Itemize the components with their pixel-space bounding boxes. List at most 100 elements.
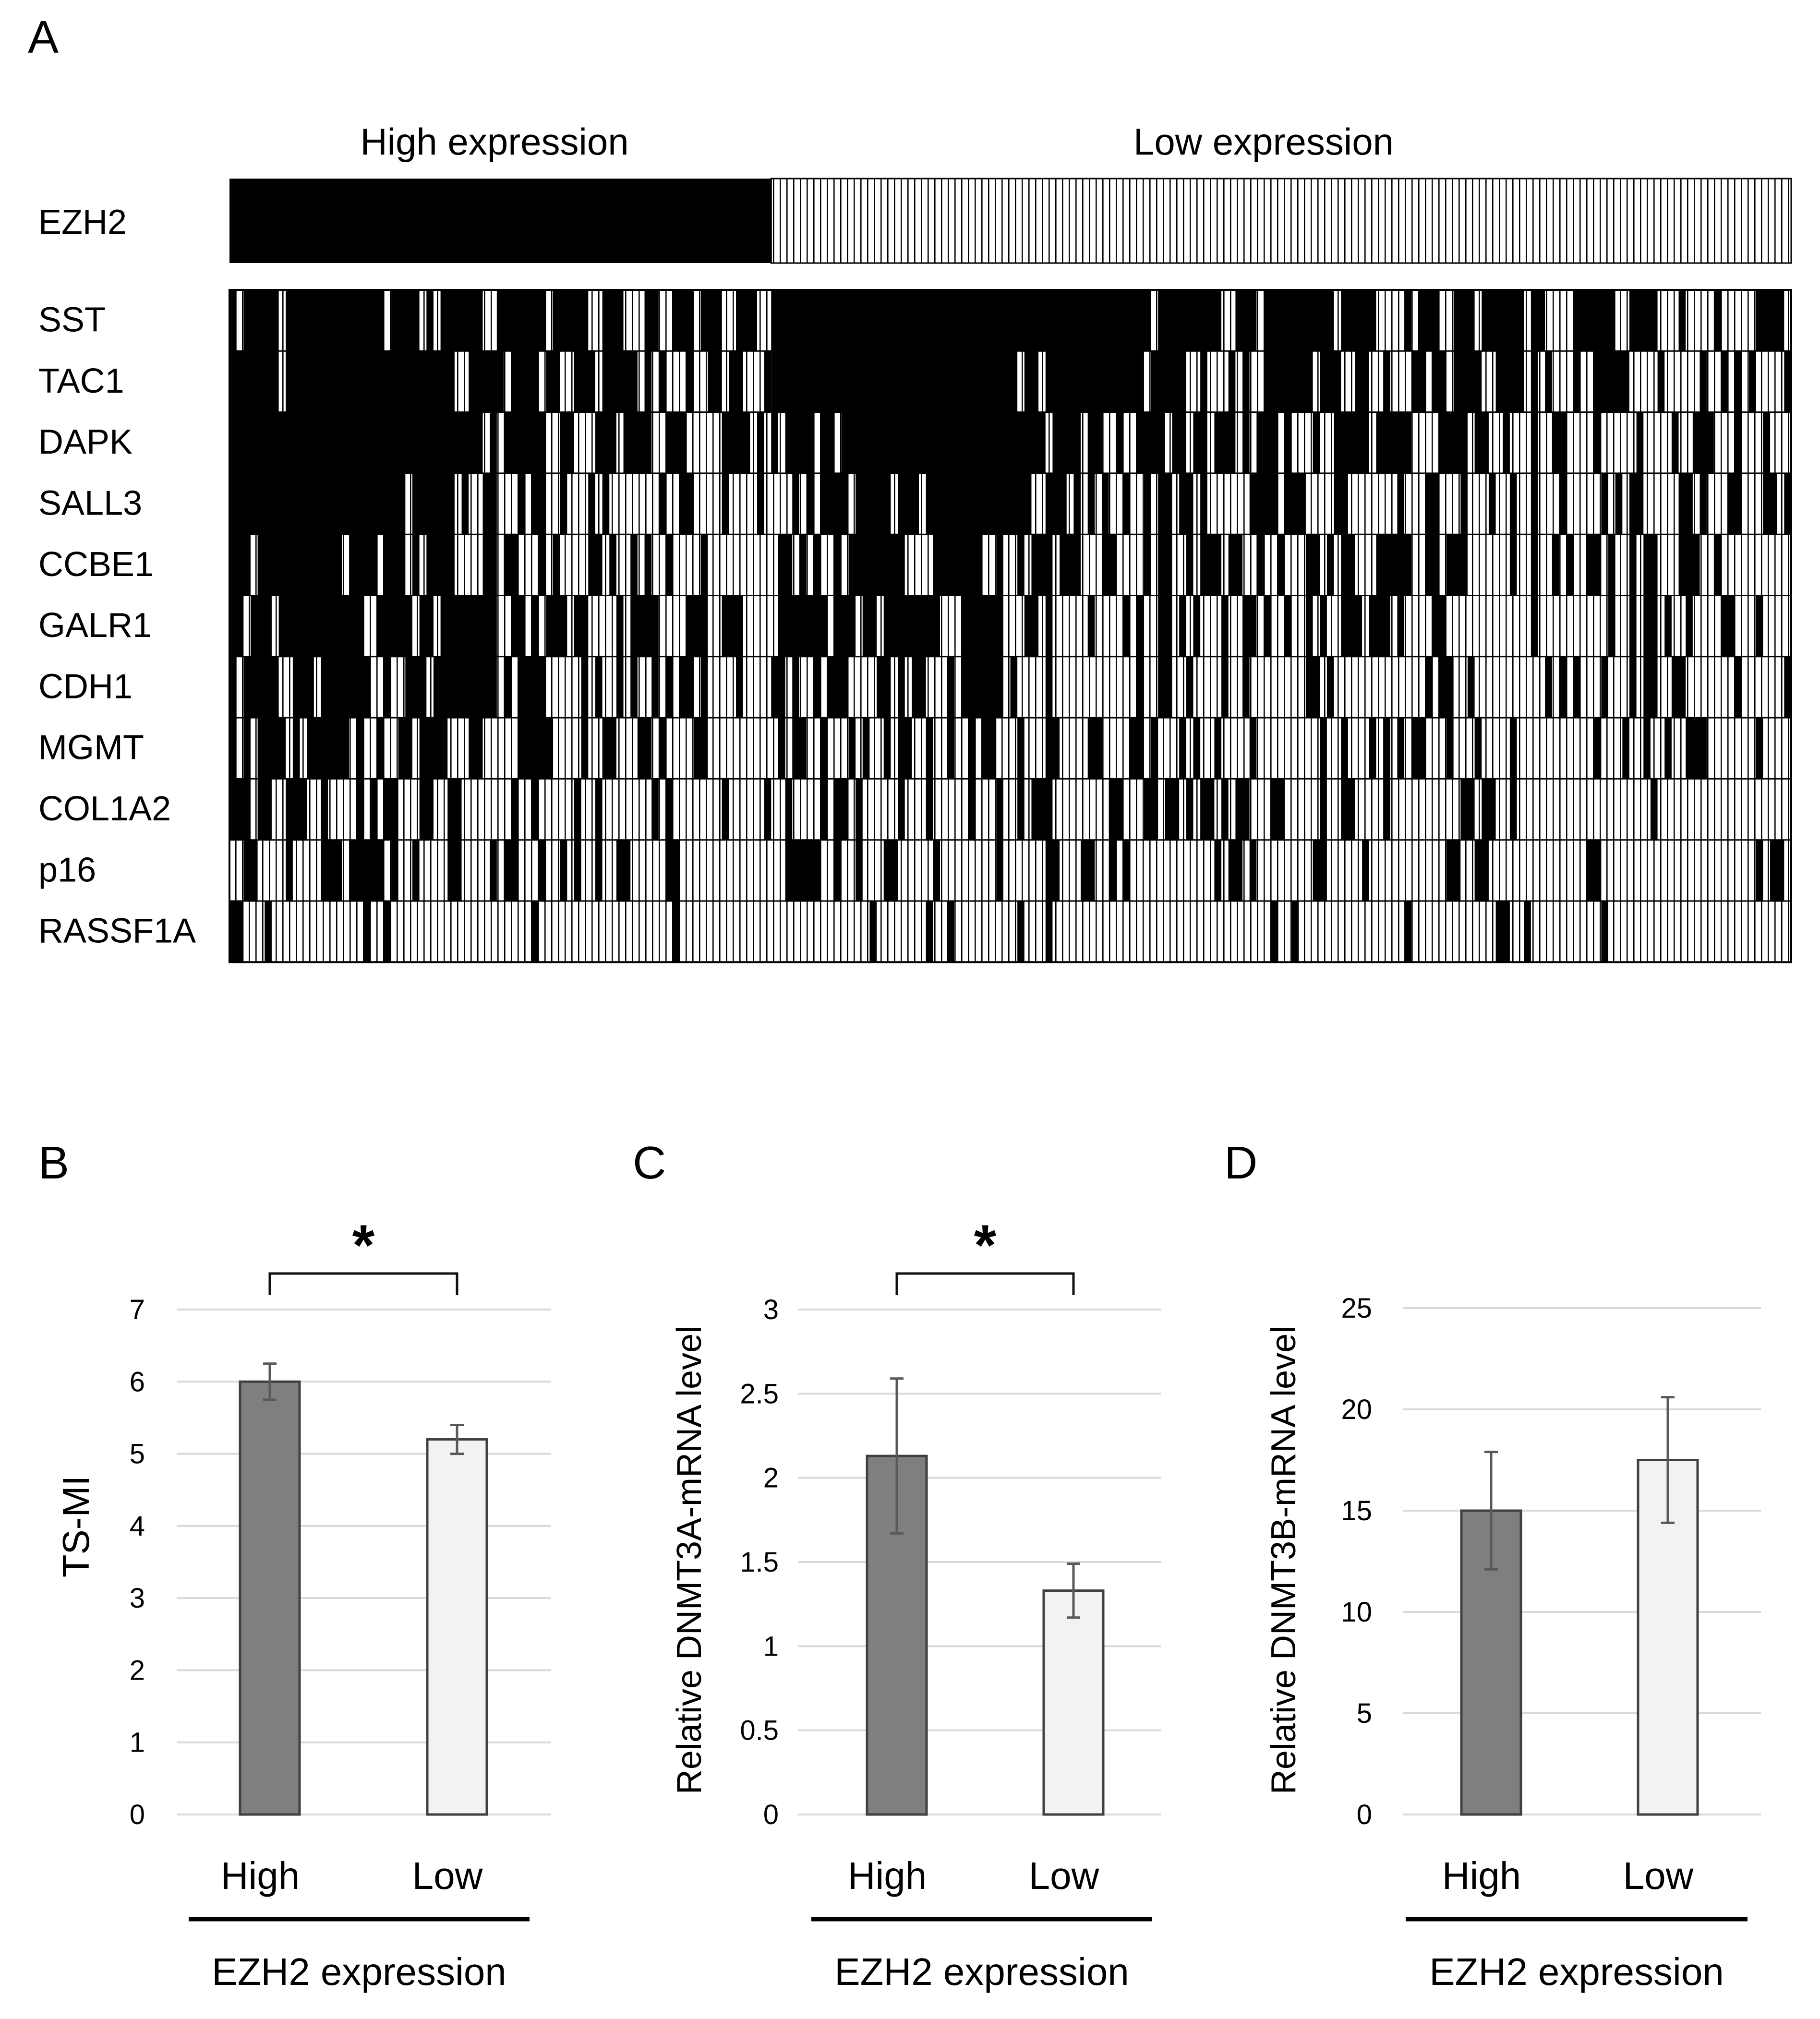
ts-mi-bar-chart: 0 1 2 3 4 5 6 7 TS-MI High Low EZH2 expression * [55, 1213, 551, 1993]
methylated-cell [1017, 534, 1025, 596]
gene-label-cdh1: CDH1 [38, 667, 133, 706]
methylated-cell [1460, 779, 1475, 840]
methylated-cell [1179, 595, 1186, 657]
methylated-cell [1249, 473, 1278, 535]
methylated-cell [286, 779, 307, 840]
methylated-cell [1735, 412, 1742, 473]
methylated-cell [1531, 290, 1545, 351]
methylated-cell [1756, 718, 1763, 779]
methylated-cell [243, 290, 279, 351]
methylated-cell [1721, 351, 1728, 412]
methylated-cell [1594, 412, 1602, 473]
bar-high [239, 1380, 301, 1816]
methylated-cell [1587, 840, 1602, 901]
methylated-cell [933, 534, 982, 596]
methylated-cell [588, 534, 603, 596]
methylated-cell [820, 473, 849, 535]
methylated-cell [1235, 290, 1257, 351]
methylated-cell [1474, 718, 1482, 779]
y-tick-label: 25 [1341, 1293, 1372, 1324]
methylated-cell [1284, 412, 1292, 473]
methylated-cell [1341, 595, 1362, 657]
methylated-cell [1756, 595, 1763, 657]
methylated-cell [1397, 718, 1405, 779]
methylated-cell [673, 901, 680, 962]
methylated-cell [539, 534, 546, 596]
methylated-cell [827, 656, 849, 718]
methylated-cell [1482, 290, 1524, 351]
methylated-cell [1137, 656, 1144, 718]
methylation-heatmap [229, 289, 1792, 963]
methylated-cell [1045, 901, 1053, 962]
methylated-cell [243, 656, 279, 718]
methylated-cell [1320, 779, 1327, 840]
methylated-cell [504, 656, 511, 718]
y-tick-label: 5 [1357, 1698, 1372, 1729]
methylated-cell [1291, 901, 1299, 962]
methylated-cell [841, 412, 1046, 473]
methylated-cell [1601, 901, 1609, 962]
methylated-cell [898, 718, 912, 779]
methylated-cell [1116, 412, 1123, 473]
methylated-cell [1756, 290, 1784, 351]
gene-label-dapk: DAPK [38, 423, 133, 461]
methylated-cell [1151, 718, 1158, 779]
methylated-cell [1214, 412, 1236, 473]
methylated-cell [356, 718, 363, 779]
methylated-cell [1264, 290, 1334, 351]
methylated-cell [665, 534, 673, 596]
y-tick-label: 1 [130, 1727, 145, 1758]
ezh2-row-label: EZH2 [38, 203, 127, 241]
methylated-cell [813, 534, 820, 596]
methylated-cell [1728, 473, 1742, 535]
methylated-cell [785, 779, 793, 840]
methylated-cell [1193, 595, 1201, 657]
methylated-cell [1130, 718, 1144, 779]
methylated-cell [722, 779, 729, 840]
methylated-cell [1713, 534, 1721, 596]
methylated-cell [1158, 290, 1222, 351]
methylated-cell [1122, 473, 1130, 535]
methylated-cell [1594, 718, 1602, 779]
methylated-cell [1376, 534, 1411, 596]
methylated-cell [1735, 351, 1742, 412]
methylated-cell [1270, 901, 1278, 962]
methylated-cell [687, 351, 694, 412]
methylated-cell [1264, 351, 1313, 412]
methylated-cell [1221, 595, 1229, 657]
methylated-cell [581, 656, 589, 718]
gene-label-col1a2: COL1A2 [38, 790, 171, 828]
methylated-cell [1509, 534, 1517, 596]
methylated-cell [898, 779, 905, 840]
methylated-cell [321, 779, 328, 840]
methylated-cell [1432, 595, 1446, 657]
y-tick-label: 2 [763, 1463, 779, 1494]
methylated-cell [1087, 473, 1095, 535]
methylated-cell [673, 290, 694, 351]
methylated-cell [539, 840, 546, 901]
methylated-cell [482, 534, 497, 596]
methylated-cell [799, 534, 807, 596]
methylated-cell [1397, 473, 1405, 535]
methylated-cell [265, 901, 272, 962]
methylated-cell [609, 534, 616, 596]
methylated-cell [883, 840, 898, 901]
methylated-cell [1411, 351, 1426, 412]
methylated-cell [602, 473, 610, 535]
methylated-cell [771, 412, 778, 473]
methylated-cell [602, 290, 624, 351]
methylated-cell [687, 595, 708, 657]
methylated-cell [1045, 595, 1053, 657]
methylated-cell [1024, 595, 1039, 657]
methylated-cell [820, 779, 828, 840]
methylated-cell [250, 595, 272, 657]
methylated-cell [1404, 290, 1411, 351]
methylated-cell [1326, 534, 1334, 596]
methylated-cell [1214, 840, 1222, 901]
methylated-cell [1622, 718, 1629, 779]
methylated-cell [1713, 290, 1721, 351]
y-tick-label: 2 [130, 1655, 145, 1686]
methylated-cell [1629, 290, 1658, 351]
methylated-cell [1305, 534, 1320, 596]
methylated-cell [229, 534, 251, 596]
